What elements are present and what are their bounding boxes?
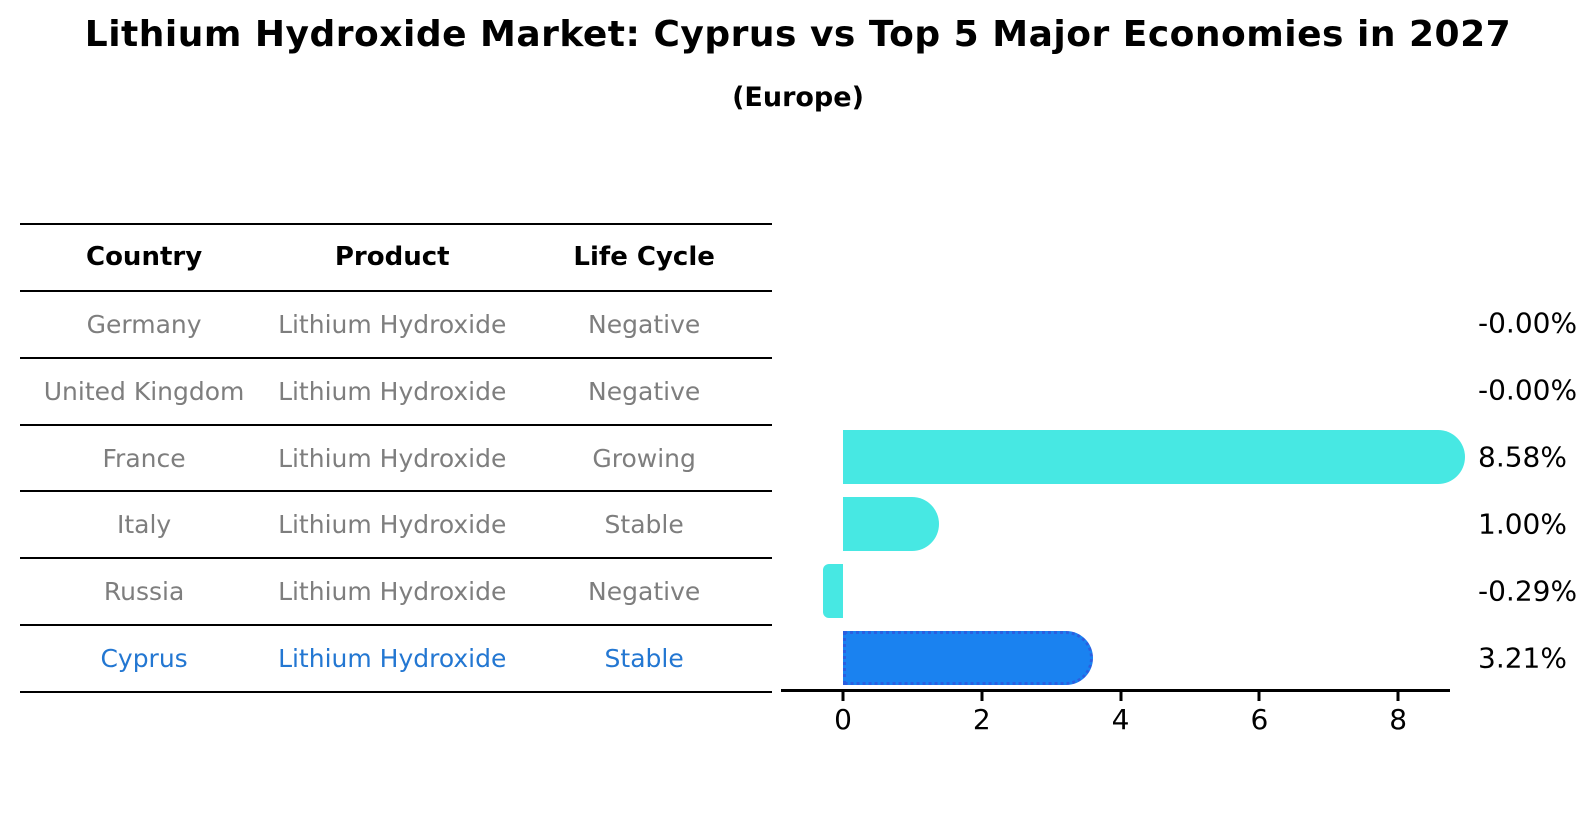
cell-country: Cyprus — [100, 644, 188, 674]
x-tick-mark-8 — [1396, 692, 1400, 701]
cell-life-cycle: Negative — [588, 309, 701, 339]
cell-life-cycle: Stable — [604, 644, 684, 674]
table-row-united-kingdom: United Kingdom Lithium Hydroxide Negative — [20, 359, 772, 426]
cell-product: Lithium Hydroxide — [278, 644, 507, 674]
cell-country: France — [102, 443, 186, 473]
x-tick-mark-2 — [980, 692, 984, 701]
cell-product: Lithium Hydroxide — [278, 577, 507, 607]
bar-italy — [843, 496, 940, 551]
x-tick-label-8: 8 — [1389, 703, 1408, 736]
chart-subtitle: (Europe) — [732, 82, 864, 113]
cell-country: United Kingdom — [43, 376, 245, 406]
cell-life-cycle: Negative — [588, 376, 701, 406]
column-header-country: Country — [85, 242, 203, 273]
column-header-life-cycle: Life Cycle — [573, 242, 715, 273]
value-label-germany: -0.00% — [1478, 306, 1578, 340]
cell-country: Italy — [116, 510, 172, 540]
table-header-row: Country Product Life Cycle — [20, 225, 772, 292]
bar-russia — [822, 563, 843, 618]
x-tick-mark-4 — [1119, 692, 1123, 701]
cell-product: Lithium Hydroxide — [278, 376, 507, 406]
cell-product: Lithium Hydroxide — [278, 443, 507, 473]
table-row-russia: Russia Lithium Hydroxide Negative — [20, 559, 772, 627]
x-tick-label-6: 6 — [1250, 703, 1269, 736]
cell-country: Germany — [86, 309, 202, 339]
value-label-cyprus: 3.21% — [1478, 641, 1567, 675]
value-label-united-kingdom: -0.00% — [1478, 373, 1578, 407]
x-tick-label-0: 0 — [834, 703, 852, 736]
cell-country: Russia — [103, 577, 185, 607]
bar-france — [843, 430, 1466, 484]
cell-product: Lithium Hydroxide — [278, 309, 507, 339]
x-tick-label-4: 4 — [1111, 703, 1130, 736]
country-table: Country Product Life Cycle Germany Lithiu… — [20, 223, 772, 694]
chart-title: Lithium Hydroxide Market: Cyprus vs Top … — [84, 14, 1512, 55]
value-label-italy: 1.00% — [1478, 507, 1567, 541]
value-label-russia: -0.29% — [1478, 574, 1578, 608]
value-label-france: 8.58% — [1478, 440, 1567, 474]
x-tick-mark-0 — [841, 692, 845, 701]
column-header-product: Product — [334, 242, 450, 273]
bar-cyprus — [843, 630, 1093, 685]
cell-product: Lithium Hydroxide — [278, 510, 507, 540]
x-tick-label-2: 2 — [972, 703, 991, 736]
x-axis-line — [781, 689, 1450, 692]
cell-life-cycle: Negative — [588, 577, 701, 607]
cell-life-cycle: Stable — [604, 510, 684, 540]
table-row-italy: Italy Lithium Hydroxide Stable — [20, 492, 772, 560]
cell-life-cycle: Growing — [592, 443, 696, 473]
table-row-cyprus: Cyprus Lithium Hydroxide Stable — [20, 626, 772, 694]
table-row-germany: Germany Lithium Hydroxide Negative — [20, 292, 772, 359]
table-row-france: France Lithium Hydroxide Growing — [20, 426, 772, 493]
x-tick-mark-6 — [1257, 692, 1261, 701]
